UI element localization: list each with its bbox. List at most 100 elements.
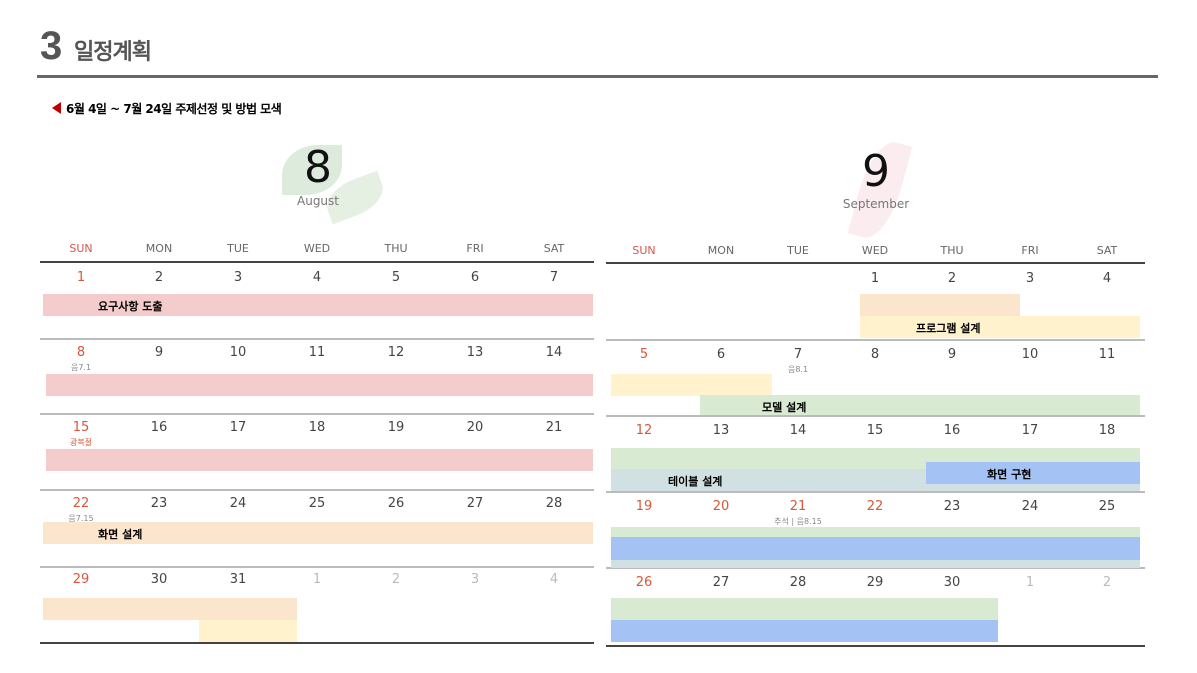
date-cell[interactable]: 28 bbox=[545, 496, 563, 511]
date-cell[interactable]: 26 bbox=[635, 575, 653, 590]
date-cell[interactable]: 23 bbox=[943, 499, 961, 514]
date-cell[interactable]: 15 bbox=[72, 420, 90, 435]
subtitle: 6월 4일 ~ 7월 24일 주제선정 및 방법 모색 bbox=[66, 102, 282, 116]
schedule-bar bbox=[611, 374, 772, 396]
date-cell[interactable]: 20 bbox=[466, 420, 484, 435]
date-cell[interactable]: 10 bbox=[1021, 347, 1039, 362]
weekday-fri: FRI bbox=[1021, 244, 1039, 257]
date-cell[interactable]: 13 bbox=[466, 345, 484, 360]
date-cell[interactable]: 28 bbox=[789, 575, 807, 590]
date-cell[interactable]: 10 bbox=[229, 345, 247, 360]
date-cell[interactable]: 29 bbox=[72, 572, 90, 587]
date-cell[interactable]: 13 bbox=[712, 423, 730, 438]
date-note: 광복절 bbox=[69, 438, 93, 447]
date-cell[interactable]: 4 bbox=[312, 270, 322, 285]
date-cell[interactable]: 18 bbox=[308, 420, 326, 435]
date-cell[interactable]: 6 bbox=[470, 270, 480, 285]
date-cell[interactable]: 9 bbox=[947, 347, 957, 362]
date-cell[interactable]: 5 bbox=[391, 270, 401, 285]
date-cell[interactable]: 1 bbox=[870, 271, 880, 286]
date-cell[interactable]: 16 bbox=[943, 423, 961, 438]
weekday-tue: TUE bbox=[227, 242, 249, 255]
schedule-bar bbox=[700, 395, 1140, 415]
week-divider bbox=[40, 489, 594, 491]
date-cell[interactable]: 2 bbox=[391, 572, 401, 587]
date-cell[interactable]: 21 bbox=[789, 499, 807, 514]
date-cell[interactable]: 19 bbox=[387, 420, 405, 435]
date-cell[interactable]: 12 bbox=[387, 345, 405, 360]
schedule-bar bbox=[860, 294, 1020, 316]
date-cell[interactable]: 2 bbox=[947, 271, 957, 286]
schedule-bar bbox=[611, 527, 1140, 537]
date-cell[interactable]: 31 bbox=[229, 572, 247, 587]
date-cell[interactable]: 1 bbox=[1025, 575, 1035, 590]
date-note: 음8.1 bbox=[787, 365, 809, 374]
date-cell[interactable]: 4 bbox=[1102, 271, 1112, 286]
date-cell[interactable]: 9 bbox=[154, 345, 164, 360]
date-cell[interactable]: 25 bbox=[1098, 499, 1116, 514]
date-cell[interactable]: 24 bbox=[1021, 499, 1039, 514]
date-cell[interactable]: 18 bbox=[1098, 423, 1116, 438]
schedule-bar bbox=[611, 598, 998, 620]
date-cell[interactable]: 1 bbox=[312, 572, 322, 587]
week-divider bbox=[40, 413, 594, 415]
date-cell[interactable]: 23 bbox=[150, 496, 168, 511]
weekday-mon: MON bbox=[707, 244, 735, 257]
schedule-bar bbox=[46, 449, 593, 471]
weekday-wed: WED bbox=[303, 242, 331, 255]
date-cell[interactable]: 30 bbox=[943, 575, 961, 590]
date-cell[interactable]: 22 bbox=[866, 499, 884, 514]
date-cell[interactable]: 26 bbox=[387, 496, 405, 511]
date-cell[interactable]: 1 bbox=[76, 270, 86, 285]
date-cell[interactable]: 8 bbox=[870, 347, 880, 362]
date-cell[interactable]: 22 bbox=[72, 496, 90, 511]
date-cell[interactable]: 7 bbox=[793, 347, 803, 362]
header-divider bbox=[606, 262, 1145, 264]
schedule-bar-label: 모델 설계 bbox=[762, 401, 807, 414]
bottom-divider bbox=[606, 645, 1145, 647]
triangle-left-icon bbox=[52, 102, 61, 114]
date-cell[interactable]: 11 bbox=[1098, 347, 1116, 362]
date-cell[interactable]: 19 bbox=[635, 499, 653, 514]
date-cell[interactable]: 30 bbox=[150, 572, 168, 587]
date-cell[interactable]: 14 bbox=[789, 423, 807, 438]
date-note: 음7.15 bbox=[68, 514, 94, 523]
date-cell[interactable]: 12 bbox=[635, 423, 653, 438]
date-cell[interactable]: 17 bbox=[1021, 423, 1039, 438]
date-cell[interactable]: 29 bbox=[866, 575, 884, 590]
date-cell[interactable]: 5 bbox=[639, 347, 649, 362]
weekday-wed: WED bbox=[861, 244, 889, 257]
weekday-tue: TUE bbox=[787, 244, 809, 257]
schedule-bar bbox=[611, 620, 998, 642]
date-cell[interactable]: 3 bbox=[470, 572, 480, 587]
week-divider bbox=[606, 339, 1145, 341]
schedule-bar bbox=[43, 598, 297, 620]
schedule-bar bbox=[611, 537, 1140, 560]
date-cell[interactable]: 20 bbox=[712, 499, 730, 514]
weekday-sat: SAT bbox=[543, 242, 565, 255]
date-cell[interactable]: 15 bbox=[866, 423, 884, 438]
schedule-bar-label: 화면 설계 bbox=[98, 528, 143, 541]
date-cell[interactable]: 6 bbox=[716, 347, 726, 362]
schedule-bar bbox=[43, 294, 593, 316]
date-cell[interactable]: 14 bbox=[545, 345, 563, 360]
date-cell[interactable]: 11 bbox=[308, 345, 326, 360]
date-cell[interactable]: 17 bbox=[229, 420, 247, 435]
date-cell[interactable]: 3 bbox=[233, 270, 243, 285]
date-note: 추석 | 음8.15 bbox=[774, 517, 822, 526]
date-cell[interactable]: 2 bbox=[1102, 575, 1112, 590]
date-cell[interactable]: 27 bbox=[712, 575, 730, 590]
page-title: 일정계획 bbox=[74, 40, 152, 65]
date-cell[interactable]: 16 bbox=[150, 420, 168, 435]
date-cell[interactable]: 24 bbox=[229, 496, 247, 511]
date-cell[interactable]: 2 bbox=[154, 270, 164, 285]
weekday-sun: SUN bbox=[632, 244, 656, 257]
date-cell[interactable]: 25 bbox=[308, 496, 326, 511]
date-cell[interactable]: 3 bbox=[1025, 271, 1035, 286]
date-cell[interactable]: 4 bbox=[549, 572, 559, 587]
date-cell[interactable]: 27 bbox=[466, 496, 484, 511]
date-cell[interactable]: 7 bbox=[549, 270, 559, 285]
date-cell[interactable]: 21 bbox=[545, 420, 563, 435]
date-cell[interactable]: 8 bbox=[76, 345, 86, 360]
